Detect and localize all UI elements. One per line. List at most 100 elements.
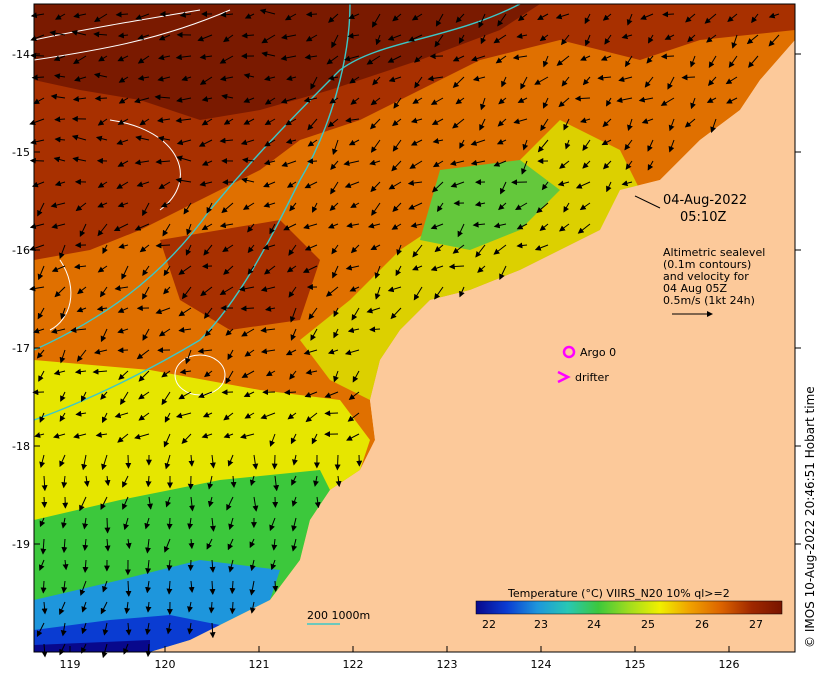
velocity-arrow [647, 160, 654, 171]
velocity-arrow [344, 181, 360, 189]
velocity-arrow [434, 34, 444, 48]
velocity-arrow [395, 265, 402, 277]
velocity-arrow [161, 391, 171, 406]
velocity-arrow [263, 201, 276, 208]
velocity-arrow [29, 157, 45, 164]
velocity-arrow [458, 34, 465, 44]
velocity-arrow [74, 368, 87, 375]
velocity-arrow [449, 160, 465, 166]
velocity-arrow [269, 223, 276, 235]
velocity-arrow [157, 117, 171, 124]
velocity-arrow [303, 349, 318, 356]
velocity-arrow [157, 75, 171, 82]
velocity-arrow [478, 13, 486, 29]
velocity-arrow [138, 391, 150, 400]
velocity-arrow [534, 76, 549, 85]
velocity-arrow [165, 496, 172, 508]
drifter-marker: drifter [557, 370, 609, 384]
velocity-arrow [176, 139, 192, 146]
velocity-arrow [746, 34, 759, 45]
velocity-arrow [575, 181, 591, 189]
velocity-arrow [668, 139, 675, 153]
velocity-arrow [104, 475, 111, 487]
velocity-arrow [223, 34, 234, 43]
velocity-arrow [60, 307, 66, 320]
velocity-arrow [223, 118, 234, 125]
velocity-arrow [92, 368, 108, 375]
velocity-arrow [175, 412, 192, 419]
velocity-arrow [71, 134, 87, 141]
velocity-arrow [93, 31, 108, 38]
velocity-arrow [286, 181, 297, 188]
velocity-arrow [392, 13, 402, 22]
velocity-arrow [82, 538, 89, 551]
velocity-arrow [366, 55, 381, 65]
velocity-arrow [280, 97, 297, 104]
velocity-arrow [97, 118, 108, 126]
velocity-arrow [225, 370, 234, 384]
velocity-arrow [125, 538, 132, 550]
velocity-arrow [117, 118, 129, 125]
velocity-arrow [142, 328, 150, 341]
velocity-arrow [706, 34, 717, 43]
velocity-arrow [75, 202, 87, 212]
velocity-arrow [392, 202, 402, 213]
velocity-arrow [158, 54, 171, 61]
velocity-arrow [59, 244, 66, 260]
velocity-arrow [160, 201, 171, 208]
velocity-arrow [123, 517, 129, 531]
velocity-arrow [370, 118, 381, 130]
velocity-arrow [431, 118, 444, 125]
velocity-arrow [75, 410, 87, 417]
velocity-arrow [142, 202, 150, 217]
velocity-arrow [264, 97, 276, 105]
velocity-arrow [158, 328, 171, 337]
velocity-arrow [432, 137, 444, 144]
velocity-arrow [58, 601, 66, 616]
velocity-arrow [166, 580, 173, 595]
velocity-arrow [687, 34, 696, 43]
velocity-arrow [81, 622, 87, 635]
velocity-arrow [516, 32, 528, 39]
velocity-arrow [407, 180, 423, 186]
velocity-arrow [708, 55, 717, 68]
velocity-arrow [81, 643, 87, 654]
date-label: 04-Aug-2022 [663, 193, 747, 208]
velocity-arrow [61, 517, 67, 529]
velocity-arrow [260, 286, 276, 292]
velocity-arrow [247, 265, 255, 275]
velocity-arrow [77, 286, 87, 295]
velocity-arrow [330, 160, 339, 171]
velocity-arrow [188, 580, 195, 593]
velocity-arrow [54, 136, 66, 143]
y-axis: -14 -15 -16 -17 -18 -19 [12, 48, 801, 551]
velocity-arrow [427, 75, 444, 82]
velocity-arrow [183, 202, 192, 215]
velocity-arrow [577, 223, 591, 234]
velocity-arrow [97, 202, 108, 208]
velocity-arrow [252, 454, 259, 470]
velocity-arrow [197, 34, 213, 42]
velocity-arrow [393, 97, 402, 109]
y-tick-label: -19 [12, 538, 30, 551]
velocity-arrow [223, 265, 234, 275]
velocity-arrow [434, 286, 444, 300]
velocity-arrow [410, 117, 423, 124]
velocity-arrow [219, 75, 234, 82]
velocity-arrow [367, 222, 381, 229]
velocity-arrow [116, 139, 129, 145]
colorbar-tick-label: 27 [749, 618, 763, 631]
velocity-arrow [515, 202, 528, 211]
velocity-arrow [54, 73, 66, 80]
svg-text:drifter: drifter [575, 371, 609, 384]
velocity-arrow [51, 265, 66, 273]
velocity-arrow [162, 223, 171, 237]
velocity-arrow [667, 76, 675, 90]
velocity-arrow [31, 74, 45, 81]
velocity-arrow [559, 160, 570, 169]
velocity-arrow [349, 76, 360, 84]
velocity-arrow [412, 244, 423, 258]
velocity-arrow [197, 347, 213, 354]
svg-text:0.5m/s (1kt 24h): 0.5m/s (1kt 24h) [663, 294, 755, 307]
velocity-arrow [59, 349, 66, 364]
